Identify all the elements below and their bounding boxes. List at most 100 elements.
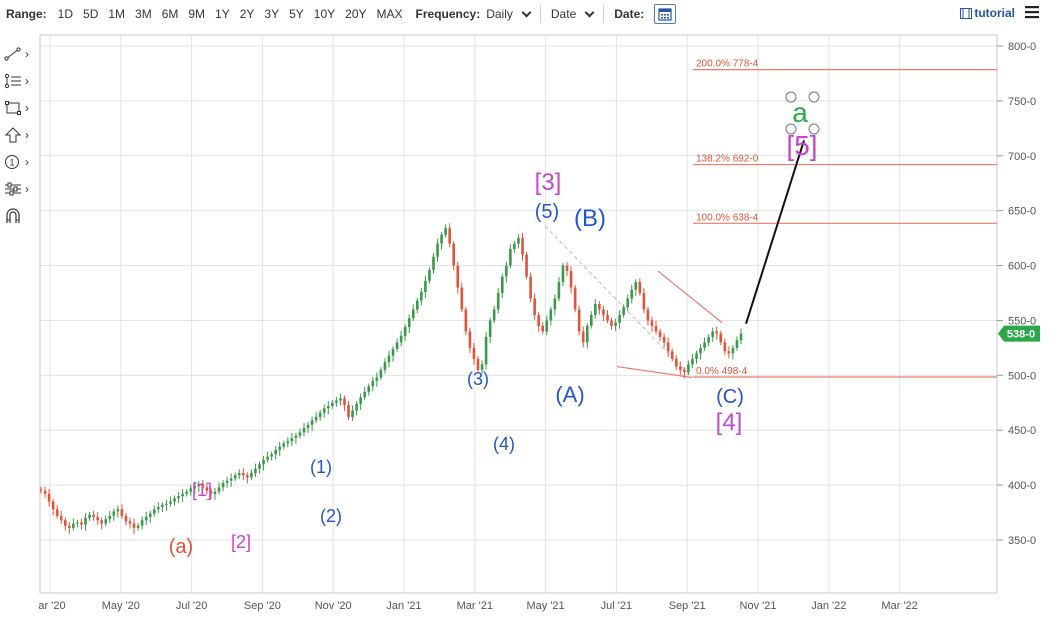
arrow-up-tool[interactable]: ›: [0, 121, 38, 148]
candle-body: [654, 325, 658, 332]
candle-body: [306, 424, 310, 429]
range-button-1m[interactable]: 1M: [108, 7, 126, 21]
numbered-circle-tool-icon: 1: [5, 154, 19, 169]
candle-body: [662, 336, 666, 343]
candle-body: [157, 507, 160, 510]
candle-body: [699, 347, 702, 354]
calendar-button[interactable]: [654, 4, 677, 24]
y-tick-label: 500-0: [1008, 370, 1036, 382]
candle-body: [395, 342, 399, 349]
candle-body: [104, 519, 108, 524]
chart-grid: [40, 35, 997, 593]
handle-circle: [808, 91, 820, 103]
rectangle-tool-icon: [5, 100, 21, 115]
candle-body: [128, 521, 132, 524]
candle-body: [72, 523, 75, 528]
range-button-6m[interactable]: 6M: [161, 7, 179, 21]
frequency-select[interactable]: Daily: [486, 7, 532, 21]
candle-body: [254, 468, 257, 474]
date-type-select[interactable]: Date: [551, 7, 595, 21]
candle-body: [468, 331, 472, 348]
settings-tool[interactable]: ›: [0, 175, 38, 202]
range-button-10y[interactable]: 10Y: [313, 7, 336, 21]
line-tool[interactable]: ›: [0, 40, 38, 67]
plot-frame: [39, 34, 998, 594]
candle-body: [375, 377, 379, 381]
candle-body: [359, 397, 362, 404]
candle-body: [169, 501, 172, 504]
chevron-down-icon: [521, 7, 532, 17]
candle-body: [314, 417, 318, 421]
candle-body: [278, 446, 282, 450]
range-button-5d[interactable]: 5D: [83, 7, 99, 21]
settings-tool-icon: [5, 182, 21, 195]
candle-body: [193, 486, 197, 489]
candle-body: [63, 520, 67, 526]
current-price-badge: 538-0: [998, 325, 1040, 342]
line-tool-icon: [4, 46, 21, 61]
range-button-1y[interactable]: 1Y: [215, 7, 230, 21]
candle-body: [88, 514, 91, 519]
candle-body: [513, 243, 516, 250]
wave-label: [4]: [716, 409, 743, 436]
arrow-up-tool-icon: [4, 126, 22, 142]
wave-labels: (a) [1] [2] (1) (2) (3) (4) [3] (5) (B) (A) (C)[4] a…: [169, 97, 818, 558]
range-button-20y[interactable]: 20Y: [345, 7, 367, 21]
x-tick-label: Nov '20: [315, 600, 352, 612]
text-list-tool[interactable]: ›: [0, 67, 38, 94]
candle-body: [383, 362, 387, 370]
hamburger-icon: [1025, 6, 1039, 19]
chevron-down-icon: [584, 7, 595, 17]
range-button-3y[interactable]: 3Y: [264, 7, 280, 21]
candle-body: [165, 503, 168, 505]
rectangle-tool[interactable]: ›: [0, 94, 38, 121]
range-button-9m[interactable]: 9M: [188, 7, 206, 21]
candle-body: [262, 459, 265, 465]
chevron-right-icon: ›: [25, 181, 29, 196]
candle-body: [598, 303, 601, 310]
candle-body: [185, 491, 188, 494]
candle-body: [460, 287, 464, 310]
candle-body: [367, 386, 371, 392]
wave-label: (3): [467, 369, 489, 389]
hamburger-menu-button[interactable]: [1025, 5, 1039, 24]
range-button-max[interactable]: MAX: [376, 7, 403, 21]
candle-body: [634, 282, 638, 290]
range-button-3m[interactable]: 3M: [135, 7, 152, 21]
candle-body: [670, 351, 674, 359]
numbered-circle-tool[interactable]: 1 ›: [0, 148, 38, 175]
range-button-2y[interactable]: 2Y: [239, 7, 255, 21]
chevron-right-icon: ›: [25, 100, 29, 115]
candle-body: [124, 515, 128, 522]
candle-body: [577, 309, 581, 332]
candle-body: [638, 282, 642, 293]
candle-body: [630, 289, 634, 299]
candle-body: [428, 269, 431, 281]
candle-body: [331, 402, 334, 407]
candle-body: [59, 515, 63, 521]
tutorial-link[interactable]: tutorial: [960, 6, 1015, 20]
candle-body: [84, 518, 87, 525]
wave-label: (B): [574, 205, 606, 232]
candle-body: [233, 475, 237, 479]
range-button-1d[interactable]: 1D: [57, 7, 74, 21]
candle-body: [424, 280, 427, 292]
candle-body: [290, 437, 294, 442]
range-button-5y[interactable]: 5Y: [289, 7, 304, 21]
wave-label: (2): [320, 506, 342, 526]
wave-label: (C): [716, 386, 744, 408]
magnet-tool[interactable]: [0, 202, 38, 229]
candle-body: [318, 412, 322, 418]
candle-body: [403, 327, 407, 336]
text-list-tool-icon: [4, 73, 21, 88]
divider: [603, 5, 605, 23]
candle-body: [108, 515, 112, 520]
candle-body: [480, 364, 484, 370]
x-tick-label: Jul '21: [601, 600, 632, 612]
candle-body: [464, 309, 468, 332]
y-tick-label: 450-0: [1008, 425, 1036, 437]
y-tick-label: 700-0: [1008, 151, 1036, 163]
candle-body: [666, 342, 670, 352]
candle-body: [687, 364, 690, 373]
x-tick-label: Jul '20: [176, 600, 207, 612]
